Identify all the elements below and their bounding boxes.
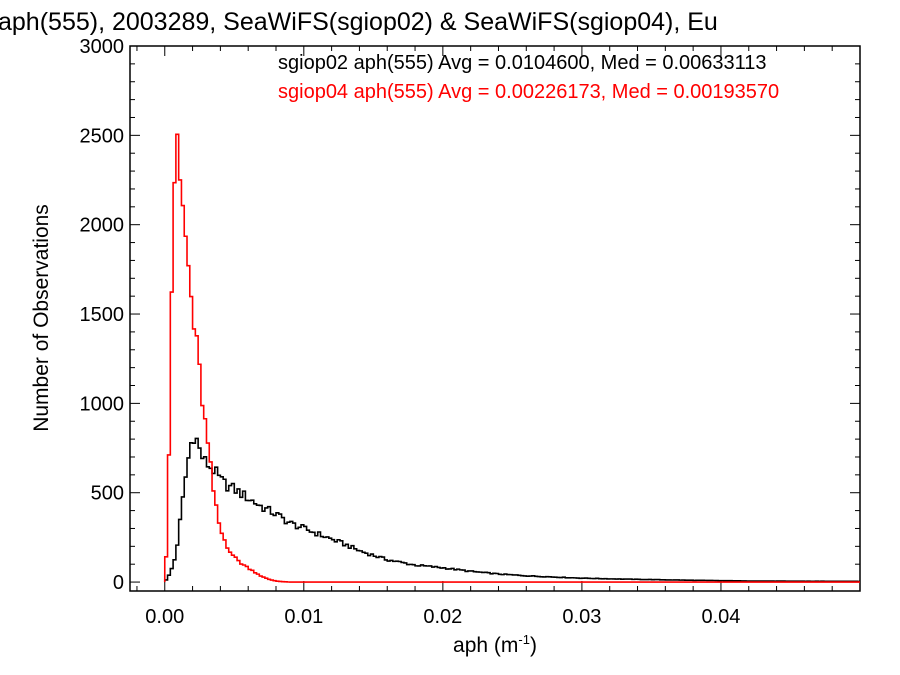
legend-entry-sgiop04: sgiop04 aph(555) Avg = 0.00226173, Med =… [278, 81, 779, 103]
x-axis-label-main: aph (m [453, 634, 518, 657]
y-tick-label: 2500 [80, 125, 125, 147]
y-tick-label: 1500 [80, 304, 125, 326]
y-axis-label: Number of Observations [30, 204, 53, 432]
series-layer [163, 133, 860, 583]
legend-entry-sgiop02: sgiop02 aph(555) Avg = 0.0104600, Med = … [278, 52, 767, 74]
x-tick-label: 0.00 [145, 606, 184, 628]
histogram-series-sgiop04 [163, 133, 860, 583]
y-tick-label: 500 [91, 483, 124, 505]
y-tick-label: 3000 [80, 36, 125, 58]
x-axis-label: aph (m-1) [453, 632, 537, 657]
axis-ticks [130, 45, 861, 591]
chart-title: aph(555), 2003289, SeaWiFS(sgiop02) & Se… [0, 8, 718, 36]
y-tick-label: 0 [113, 572, 124, 594]
x-tick-label: 0.02 [423, 606, 462, 628]
x-axis-label-superscript: -1 [518, 632, 530, 647]
y-tick-label: 2000 [80, 215, 125, 237]
x-tick-labels: 0.00 0.01 0.02 0.03 0.04 [145, 606, 740, 628]
y-tick-label: 1000 [80, 393, 125, 415]
x-tick-label: 0.03 [562, 606, 601, 628]
histogram-series-sgiop02 [163, 437, 860, 583]
x-tick-label: 0.01 [284, 606, 323, 628]
x-tick-label: 0.04 [701, 606, 740, 628]
plot-frame [129, 45, 861, 592]
y-tick-labels: 0 500 1000 1500 2000 2500 3000 [80, 36, 125, 594]
x-axis-label-close: ) [530, 634, 537, 657]
